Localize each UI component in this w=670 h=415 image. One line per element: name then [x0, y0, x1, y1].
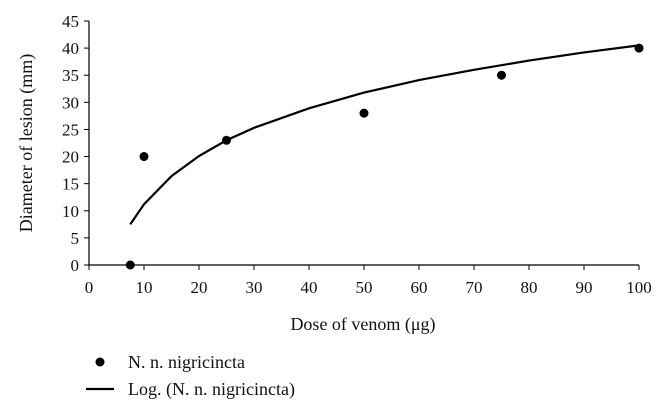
legend-label-points: N. n. nigricincta	[128, 352, 245, 372]
data-point	[139, 152, 149, 162]
y-tick-label: 40	[62, 39, 79, 58]
data-point	[634, 43, 644, 53]
y-tick-label: 15	[62, 175, 79, 194]
legend-label-trendline: Log. (N. n. nigricincta)	[128, 379, 295, 400]
x-tick-label: 60	[411, 278, 428, 297]
x-tick-label: 40	[301, 278, 318, 297]
x-tick-label: 80	[521, 278, 538, 297]
legend-marker-points	[95, 357, 105, 367]
plot-area	[125, 43, 644, 270]
x-tick-label: 10	[136, 278, 153, 297]
y-tick-label: 0	[71, 256, 80, 275]
legend: N. n. nigricincta Log. (N. n. nigricinct…	[86, 352, 295, 400]
x-tick-label: 100	[626, 278, 652, 297]
axes: 0 5 10 15 20 25 30 35 40 45 0 10 20 30 40 50 60 70 80 90 100	[62, 12, 652, 297]
y-tick-label: 45	[62, 12, 79, 31]
x-tick-label: 70	[466, 278, 483, 297]
x-tick-label: 0	[85, 278, 94, 297]
data-point	[359, 108, 369, 118]
y-axis-title: Diameter of lesion (mm)	[16, 54, 37, 232]
x-tick-label: 90	[576, 278, 593, 297]
trendline-log	[129, 44, 640, 225]
x-tick-label: 20	[191, 278, 208, 297]
data-point	[497, 70, 506, 80]
y-tick-label: 10	[62, 202, 79, 221]
y-tick-label: 20	[62, 148, 79, 167]
x-axis-title: Dose of venom (μg)	[290, 314, 435, 335]
y-tick-label: 30	[62, 93, 79, 112]
data-point	[222, 135, 231, 145]
x-tick-label: 30	[246, 278, 263, 297]
y-tick-label: 35	[62, 66, 79, 85]
y-tick-label: 25	[62, 120, 79, 139]
y-tick-label: 5	[71, 229, 80, 248]
x-tick-label: 50	[356, 278, 373, 297]
